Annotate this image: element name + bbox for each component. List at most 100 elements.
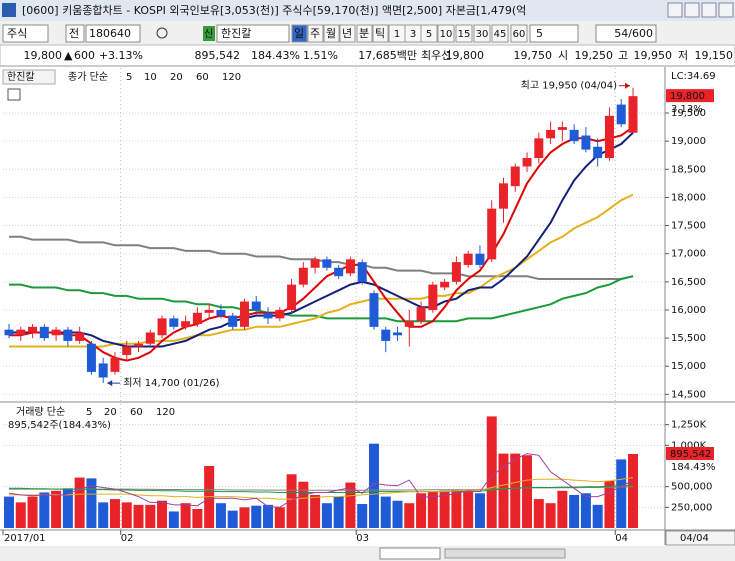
- interval-label: 5: [426, 29, 432, 40]
- scope-button[interactable]: [65, 24, 85, 43]
- candle-body: [275, 309, 285, 319]
- quote-high: 19,950: [634, 49, 673, 62]
- period-label: 주: [310, 27, 320, 40]
- volume-bar: [321, 503, 332, 528]
- quote-rate: +3.13%: [99, 49, 143, 62]
- candle-body: [593, 146, 603, 159]
- ma-line: [9, 477, 634, 500]
- candle-body: [51, 329, 61, 336]
- volume-bar: [263, 504, 274, 528]
- candle-body: [416, 307, 426, 322]
- volume-bar: [392, 500, 403, 528]
- price-tag-rate: 3.13%: [671, 104, 703, 115]
- candle-body: [345, 259, 355, 274]
- last-date: 04/04: [680, 533, 709, 544]
- candle-body: [604, 115, 614, 159]
- quote-open: 19,250: [575, 49, 614, 62]
- volume-bar: [192, 508, 203, 528]
- legend-entry: 20: [170, 72, 183, 83]
- period-button[interactable]: [372, 24, 389, 43]
- scroll-thumb[interactable]: [444, 548, 566, 559]
- interval-button[interactable]: [473, 24, 491, 43]
- interval-button[interactable]: [455, 24, 473, 43]
- legend-entry: 60: [196, 72, 209, 83]
- interval-input[interactable]: [529, 24, 579, 43]
- interval-button[interactable]: [491, 24, 509, 43]
- volume-bar: [239, 507, 250, 528]
- interval-label: 45: [494, 29, 507, 40]
- period-button[interactable]: [323, 24, 340, 43]
- candle-body: [357, 262, 367, 282]
- candle-body: [192, 312, 202, 325]
- volume-bar: [474, 493, 485, 528]
- period-button[interactable]: [356, 24, 373, 43]
- code-input[interactable]: [85, 24, 141, 43]
- x-tick-label: 2017/01: [4, 533, 46, 544]
- candle-body: [16, 329, 26, 336]
- quote-volume: 895,542: [195, 49, 241, 62]
- volume-bar: [580, 493, 591, 528]
- volume-bar: [145, 504, 156, 528]
- quote-best-label: 최우선: [421, 49, 451, 62]
- quote-price: 19,800: [24, 49, 63, 62]
- quote-amount: 17,685백만: [358, 49, 417, 62]
- search-icon[interactable]: [156, 27, 168, 39]
- candle-body: [534, 138, 544, 159]
- candle-body: [404, 321, 414, 327]
- y-tick-label: 250,000: [671, 502, 712, 513]
- candle-body: [86, 343, 96, 372]
- candle-body: [4, 329, 14, 336]
- volume-bar: [310, 494, 321, 528]
- period-label: 틱: [375, 27, 385, 40]
- scroll-bar[interactable]: [0, 546, 735, 561]
- interval-button[interactable]: [420, 24, 438, 43]
- y-tick-label: 19,500: [671, 108, 706, 119]
- interval-button[interactable]: [510, 24, 528, 43]
- volume-bar: [157, 500, 168, 528]
- candle-body: [510, 166, 520, 187]
- quote-turnover: 1.51%: [303, 49, 338, 62]
- close-button[interactable]: [718, 2, 734, 18]
- minimize-button[interactable]: [667, 2, 683, 18]
- legend-box: [2, 69, 56, 85]
- scroll-buttons[interactable]: [379, 547, 441, 560]
- candle-body: [39, 326, 49, 339]
- volume-bar: [133, 504, 144, 528]
- candle-body: [322, 259, 332, 268]
- y-tick-label: 1,250K: [671, 420, 707, 431]
- quote-low: 19,150: [695, 49, 734, 62]
- volume-bar: [227, 510, 238, 528]
- candle-body: [498, 183, 508, 209]
- period-button[interactable]: [291, 24, 308, 43]
- period-label: 월: [326, 27, 336, 40]
- interval-label: 3: [410, 29, 416, 40]
- settings-icon[interactable]: [7, 88, 21, 101]
- volume-bar: [533, 499, 544, 528]
- help-button[interactable]: [701, 2, 717, 18]
- period-button[interactable]: [339, 24, 356, 43]
- candle-body: [134, 343, 144, 347]
- maximize-button[interactable]: [684, 2, 700, 18]
- count: 54/600: [614, 27, 653, 40]
- candle-body: [263, 312, 273, 319]
- volume-bar: [4, 496, 14, 528]
- volume-bar: [486, 416, 497, 528]
- volume-bar: [274, 507, 285, 528]
- market-select[interactable]: [2, 24, 49, 43]
- interval-button[interactable]: [437, 24, 455, 43]
- ma-line: [8, 453, 634, 508]
- legend-entry: 20: [104, 407, 117, 418]
- low-annotation: 최저 14,700 (01/26): [123, 377, 219, 389]
- y-tick-label: 17,500: [671, 221, 706, 232]
- candle-body: [228, 315, 238, 327]
- candle-body: [522, 158, 532, 167]
- period-button[interactable]: [307, 24, 324, 43]
- candle-body: [463, 253, 473, 265]
- candle-body: [310, 259, 320, 268]
- interval-value: 5: [536, 27, 543, 40]
- candle-body: [581, 135, 591, 150]
- volume-bar: [427, 491, 438, 528]
- candle-body: [487, 208, 497, 260]
- window-icon: [2, 3, 16, 17]
